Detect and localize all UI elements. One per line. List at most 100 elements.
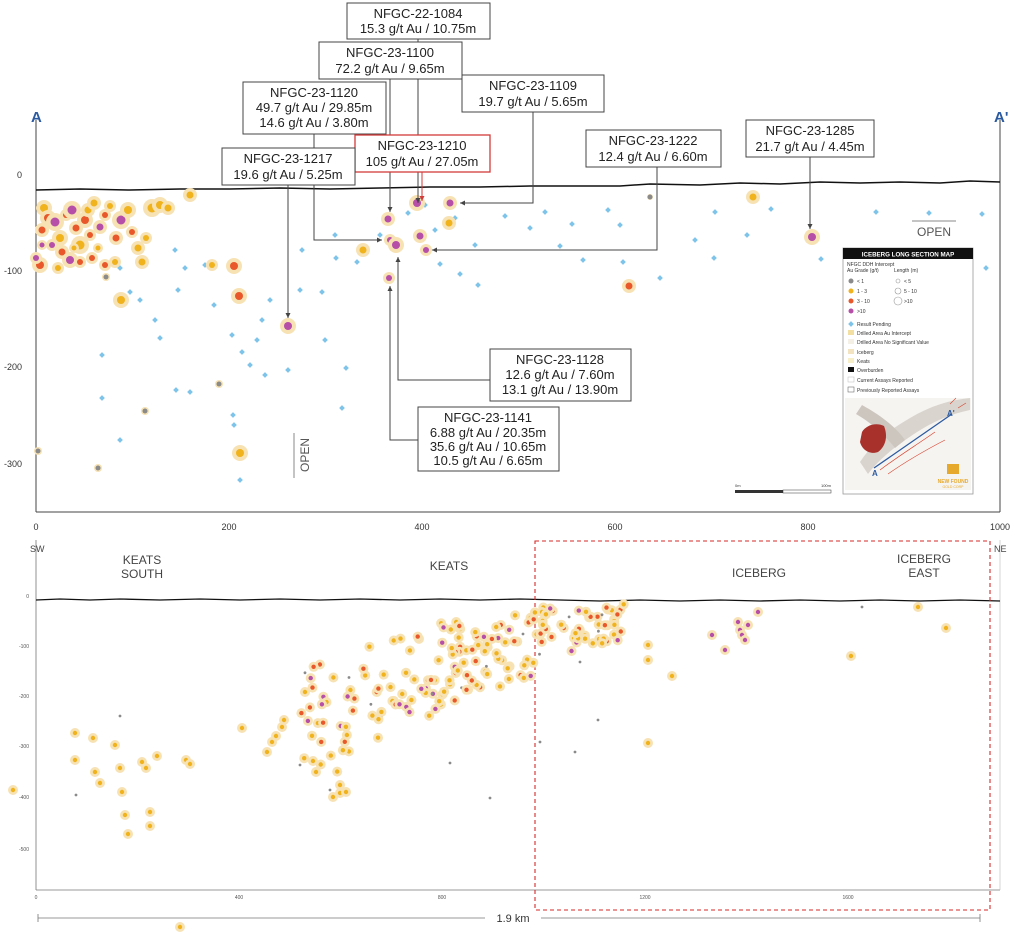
intercept-grade-dot bbox=[116, 215, 126, 225]
long-section-intercept bbox=[529, 607, 540, 618]
intercept-grade-dot bbox=[235, 292, 243, 300]
intercept-grade-dot bbox=[437, 699, 442, 704]
intercept-grade-dot bbox=[303, 671, 307, 675]
long-section-intercept bbox=[376, 706, 387, 717]
result-pending-marker bbox=[254, 337, 260, 343]
callout-line: 19.6 g/t Au / 5.25m bbox=[233, 167, 342, 182]
drill-intercept bbox=[109, 256, 121, 268]
legend-pending-swatch bbox=[848, 321, 854, 327]
lower-y-tick-0: 0 bbox=[26, 594, 29, 600]
result-pending-marker bbox=[172, 247, 178, 253]
intercept-grade-dot bbox=[497, 684, 503, 689]
long-section-intercept bbox=[509, 636, 520, 647]
intercept-grade-dot bbox=[445, 219, 453, 227]
result-pending-marker bbox=[405, 210, 411, 216]
callout-arrowhead bbox=[460, 200, 465, 206]
legend-length-gt10-swatch bbox=[893, 296, 903, 306]
long-section-intercept bbox=[115, 763, 125, 773]
legend-length-gt10: >10 bbox=[904, 299, 913, 305]
intercept-grade-dot bbox=[55, 265, 61, 271]
callout-nfgc-23-1285: NFGC-23-1285 21.7 g/t Au / 4.45m bbox=[745, 119, 875, 158]
result-pending-marker bbox=[117, 437, 123, 443]
result-pending-marker bbox=[569, 221, 575, 227]
intercept-grade-dot bbox=[496, 635, 501, 641]
upper-x-tick-0: 0 bbox=[33, 522, 38, 532]
intercept-grade-dot bbox=[433, 706, 438, 712]
result-pending-marker bbox=[502, 213, 508, 219]
callout-line: 14.6 g/t Au / 3.80m bbox=[259, 115, 368, 130]
intercept-grade-dot bbox=[597, 629, 600, 633]
drill-intercept bbox=[87, 196, 101, 210]
result-pending-marker bbox=[230, 412, 236, 418]
result-pending-marker bbox=[339, 405, 345, 411]
long-section-intercept bbox=[237, 723, 247, 733]
long-section-intercept bbox=[707, 630, 717, 640]
long-section-intercept bbox=[438, 622, 449, 633]
intercept-grade-dot bbox=[860, 605, 864, 609]
result-pending-marker bbox=[175, 287, 181, 293]
drill-intercept bbox=[622, 279, 636, 293]
long-section-intercept bbox=[141, 763, 151, 773]
long-section-intercept bbox=[461, 684, 472, 695]
drill-intercept bbox=[420, 244, 432, 256]
intercept-grade-dot bbox=[139, 759, 145, 765]
long-section-intercept bbox=[123, 829, 133, 839]
intercept-grade-dot bbox=[485, 642, 490, 647]
intercept-grade-dot bbox=[612, 622, 617, 627]
intercept-grade-dot bbox=[489, 636, 495, 642]
intercept-grade-dot bbox=[407, 648, 413, 653]
drill-intercept bbox=[120, 202, 136, 218]
intercept-grade-dot bbox=[95, 245, 101, 251]
long-section-intercept bbox=[70, 755, 80, 765]
long-section-intercept bbox=[538, 652, 541, 656]
drill-intercept bbox=[30, 252, 42, 264]
long-section-intercept bbox=[434, 696, 445, 707]
intercept-grade-dot bbox=[352, 696, 357, 701]
intercept-grade-dot bbox=[455, 668, 460, 673]
intercept-grade-dot bbox=[216, 381, 222, 387]
intercept-grade-dot bbox=[749, 193, 757, 201]
long-section-intercept bbox=[308, 661, 319, 672]
intercept-grade-dot bbox=[473, 629, 478, 635]
intercept-grade-dot bbox=[400, 691, 405, 697]
intercept-grade-dot bbox=[319, 739, 324, 745]
intercept-grade-dot bbox=[66, 256, 74, 264]
lower-topography-line bbox=[35, 598, 1001, 602]
intercept-grade-dot bbox=[559, 622, 564, 627]
long-section-intercept bbox=[325, 750, 336, 761]
long-section-intercept bbox=[573, 750, 577, 754]
intercept-grade-dot bbox=[602, 623, 608, 628]
intercept-grade-dot bbox=[448, 627, 453, 632]
callout-hole: NFGC-23-1109 bbox=[489, 78, 577, 93]
intercept-grade-dot bbox=[307, 705, 313, 710]
intercept-grade-dot bbox=[164, 204, 172, 212]
drill-intercept bbox=[35, 223, 49, 237]
callout-leader bbox=[389, 286, 418, 441]
intercept-grade-dot bbox=[187, 761, 193, 767]
result-pending-marker bbox=[580, 257, 586, 263]
drill-intercept bbox=[647, 194, 653, 200]
intercept-grade-dot bbox=[416, 232, 424, 240]
legend-subtitle: NFGC DDH Intercept bbox=[847, 262, 895, 268]
long-section-intercept bbox=[341, 787, 351, 797]
intercept-grade-dot bbox=[313, 769, 319, 775]
intercept-grade-dot bbox=[521, 632, 525, 636]
result-pending-marker bbox=[299, 247, 305, 253]
drill-intercept bbox=[93, 220, 107, 234]
long-section-intercept bbox=[299, 753, 310, 764]
drill-intercept bbox=[84, 229, 96, 241]
result-pending-marker bbox=[173, 387, 179, 393]
intercept-grade-dot bbox=[117, 765, 123, 771]
result-pending-marker bbox=[259, 317, 265, 323]
lower-y-tick-500: -500 bbox=[19, 847, 29, 853]
intercept-grade-dot bbox=[583, 609, 589, 614]
intercept-grade-dot bbox=[381, 672, 386, 677]
upper-y-tick-200: -200 bbox=[4, 362, 22, 372]
intercept-grade-dot bbox=[279, 724, 285, 730]
intercept-grade-dot bbox=[457, 623, 462, 629]
long-section-intercept bbox=[567, 615, 571, 619]
intercept-grade-dot bbox=[309, 733, 315, 738]
callout-hole: NFGC-23-1128 bbox=[516, 352, 604, 367]
upper-y-tick-100: -100 bbox=[4, 266, 22, 276]
long-section-intercept bbox=[667, 671, 677, 681]
